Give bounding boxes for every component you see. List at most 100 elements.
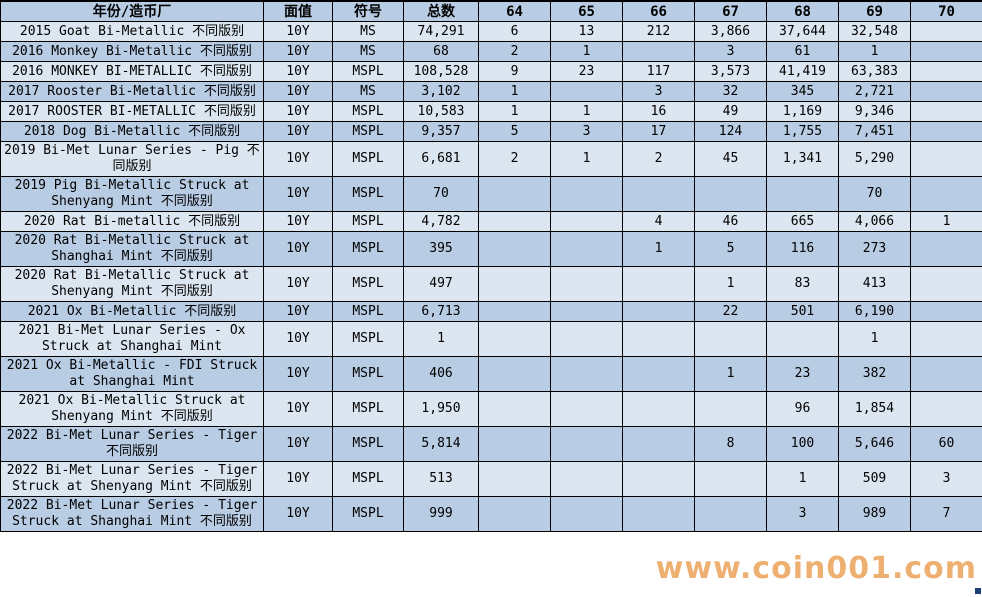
value-cell[interactable] xyxy=(910,101,982,122)
value-cell[interactable]: 13 xyxy=(550,21,623,42)
value-cell[interactable]: 3,866 xyxy=(694,21,767,42)
value-cell[interactable]: 4,782 xyxy=(403,211,479,232)
value-cell[interactable]: 10Y xyxy=(263,391,333,427)
value-cell[interactable]: 10Y xyxy=(263,41,333,62)
value-cell[interactable]: 10Y xyxy=(263,61,333,82)
value-cell[interactable] xyxy=(478,231,551,267)
value-cell[interactable] xyxy=(478,211,551,232)
value-cell[interactable] xyxy=(478,176,551,212)
value-cell[interactable]: 3,573 xyxy=(694,61,767,82)
value-cell[interactable] xyxy=(910,121,982,142)
value-cell[interactable] xyxy=(550,426,623,462)
coin-name-cell[interactable]: 2021 Ox Bi-Metallic Struck at Shenyang M… xyxy=(0,391,264,427)
coin-name-cell[interactable]: 2016 MONKEY BI-METALLIC 不同版别 xyxy=(0,61,264,82)
value-cell[interactable] xyxy=(550,81,623,102)
value-cell[interactable]: 513 xyxy=(403,461,479,497)
value-cell[interactable]: 665 xyxy=(766,211,839,232)
value-cell[interactable] xyxy=(478,391,551,427)
column-header[interactable]: 年份/造币厂 xyxy=(0,0,264,22)
value-cell[interactable] xyxy=(478,426,551,462)
column-header[interactable]: 符号 xyxy=(332,0,404,22)
value-cell[interactable]: MSPL xyxy=(332,176,404,212)
value-cell[interactable] xyxy=(694,391,767,427)
value-cell[interactable]: 10Y xyxy=(263,496,333,532)
coin-name-cell[interactable]: 2017 ROOSTER BI-METALLIC 不同版别 xyxy=(0,101,264,122)
value-cell[interactable]: 5,814 xyxy=(403,426,479,462)
value-cell[interactable] xyxy=(622,356,695,392)
value-cell[interactable] xyxy=(622,321,695,357)
value-cell[interactable]: 1 xyxy=(550,41,623,62)
value-cell[interactable]: 6,190 xyxy=(838,301,911,322)
value-cell[interactable]: 70 xyxy=(838,176,911,212)
value-cell[interactable]: 9,346 xyxy=(838,101,911,122)
value-cell[interactable]: MS xyxy=(332,41,404,62)
value-cell[interactable] xyxy=(910,21,982,42)
value-cell[interactable]: MSPL xyxy=(332,426,404,462)
value-cell[interactable]: 999 xyxy=(403,496,479,532)
value-cell[interactable]: 1,341 xyxy=(766,141,839,177)
value-cell[interactable]: 501 xyxy=(766,301,839,322)
value-cell[interactable]: 37,644 xyxy=(766,21,839,42)
value-cell[interactable]: 124 xyxy=(694,121,767,142)
value-cell[interactable] xyxy=(694,176,767,212)
value-cell[interactable]: 10Y xyxy=(263,231,333,267)
value-cell[interactable]: MSPL xyxy=(332,461,404,497)
value-cell[interactable]: 1 xyxy=(622,231,695,267)
value-cell[interactable]: 3 xyxy=(622,81,695,102)
value-cell[interactable]: 96 xyxy=(766,391,839,427)
value-cell[interactable] xyxy=(550,321,623,357)
value-cell[interactable]: 2 xyxy=(478,41,551,62)
value-cell[interactable] xyxy=(622,496,695,532)
value-cell[interactable] xyxy=(550,266,623,302)
selection-fill-handle[interactable] xyxy=(975,588,981,594)
value-cell[interactable]: 108,528 xyxy=(403,61,479,82)
value-cell[interactable]: 32,548 xyxy=(838,21,911,42)
value-cell[interactable]: 1 xyxy=(838,321,911,357)
value-cell[interactable]: 1 xyxy=(550,141,623,177)
value-cell[interactable]: 10Y xyxy=(263,121,333,142)
value-cell[interactable] xyxy=(550,461,623,497)
value-cell[interactable]: 116 xyxy=(766,231,839,267)
column-header[interactable]: 总数 xyxy=(403,0,479,22)
coin-name-cell[interactable]: 2018 Dog Bi-Metallic 不同版别 xyxy=(0,121,264,142)
value-cell[interactable] xyxy=(478,461,551,497)
value-cell[interactable]: 3 xyxy=(694,41,767,62)
coin-name-cell[interactable]: 2020 Rat Bi-metallic 不同版别 xyxy=(0,211,264,232)
value-cell[interactable] xyxy=(766,176,839,212)
value-cell[interactable]: 3 xyxy=(910,461,982,497)
value-cell[interactable] xyxy=(910,301,982,322)
value-cell[interactable]: MSPL xyxy=(332,356,404,392)
value-cell[interactable]: 74,291 xyxy=(403,21,479,42)
value-cell[interactable]: 395 xyxy=(403,231,479,267)
value-cell[interactable]: 32 xyxy=(694,81,767,102)
value-cell[interactable]: 2,721 xyxy=(838,81,911,102)
value-cell[interactable]: 8 xyxy=(694,426,767,462)
value-cell[interactable] xyxy=(910,266,982,302)
value-cell[interactable] xyxy=(550,391,623,427)
coin-name-cell[interactable]: 2021 Ox Bi-Metallic - FDI Struck at Shan… xyxy=(0,356,264,392)
value-cell[interactable] xyxy=(910,231,982,267)
value-cell[interactable]: 345 xyxy=(766,81,839,102)
value-cell[interactable] xyxy=(622,176,695,212)
coin-name-cell[interactable]: 2022 Bi-Met Lunar Series - Tiger Struck … xyxy=(0,461,264,497)
value-cell[interactable]: 1,755 xyxy=(766,121,839,142)
value-cell[interactable]: 10,583 xyxy=(403,101,479,122)
value-cell[interactable] xyxy=(910,41,982,62)
value-cell[interactable]: 46 xyxy=(694,211,767,232)
value-cell[interactable]: 6 xyxy=(478,21,551,42)
value-cell[interactable]: 60 xyxy=(910,426,982,462)
value-cell[interactable] xyxy=(622,41,695,62)
column-header[interactable]: 64 xyxy=(478,0,551,22)
value-cell[interactable]: 23 xyxy=(550,61,623,82)
value-cell[interactable] xyxy=(766,321,839,357)
coin-name-cell[interactable]: 2021 Bi-Met Lunar Series - Ox Struck at … xyxy=(0,321,264,357)
coin-name-cell[interactable]: 2021 Ox Bi-Metallic 不同版别 xyxy=(0,301,264,322)
value-cell[interactable]: 1 xyxy=(838,41,911,62)
column-header[interactable]: 68 xyxy=(766,0,839,22)
coin-name-cell[interactable]: 2022 Bi-Met Lunar Series - Tiger 不同版别 xyxy=(0,426,264,462)
coin-name-cell[interactable]: 2016 Monkey Bi-Metallic 不同版别 xyxy=(0,41,264,62)
value-cell[interactable]: 10Y xyxy=(263,356,333,392)
value-cell[interactable] xyxy=(550,231,623,267)
value-cell[interactable]: 1 xyxy=(403,321,479,357)
value-cell[interactable]: MSPL xyxy=(332,266,404,302)
